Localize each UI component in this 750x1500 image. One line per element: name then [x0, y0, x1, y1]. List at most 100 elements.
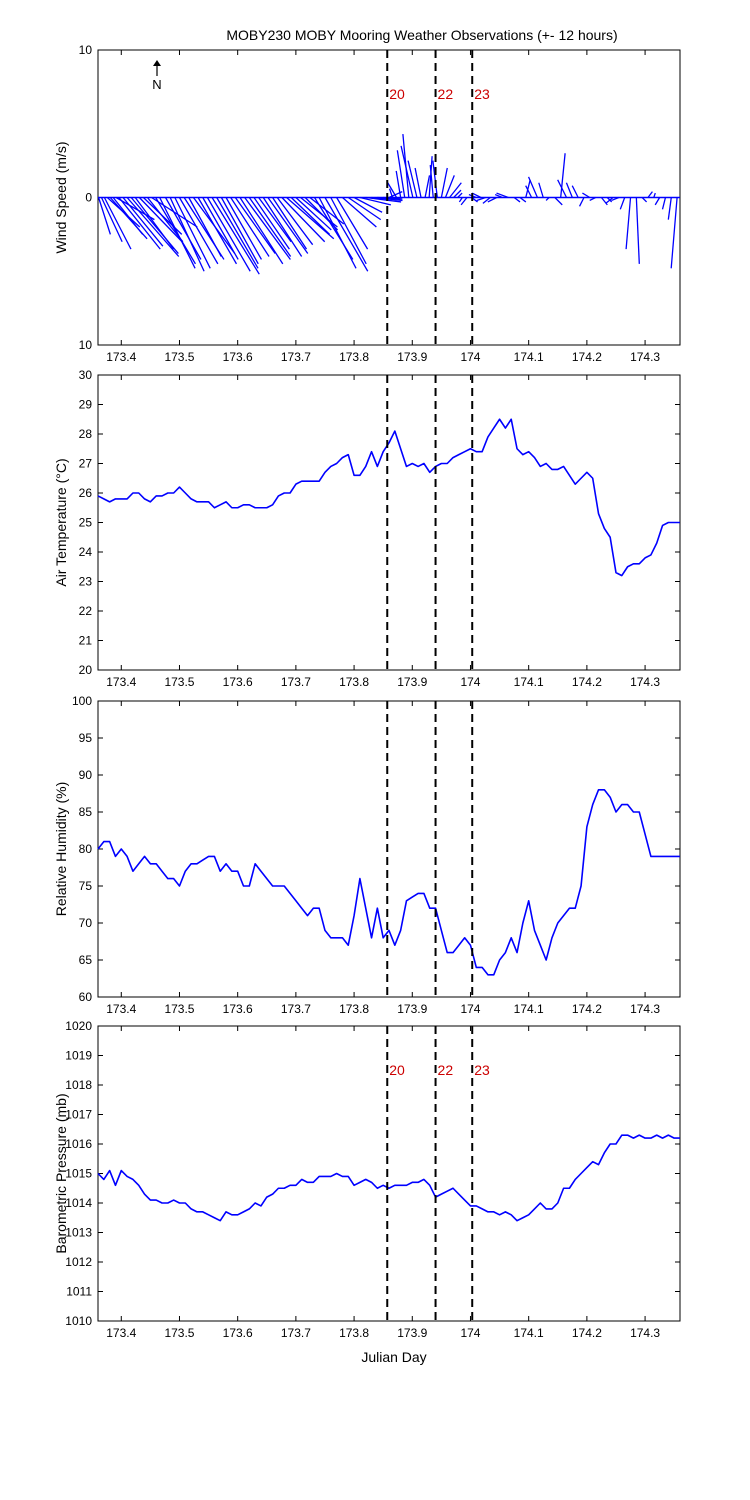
x-tick-label: 174.2: [572, 1326, 602, 1340]
y-tick-label: 1019: [65, 1049, 92, 1063]
wind-vector: [625, 197, 632, 250]
wind-vector: [538, 182, 544, 198]
x-tick-label: 173.8: [339, 350, 369, 364]
x-tick-label: 173.5: [164, 1326, 194, 1340]
x-tick-label: 173.9: [397, 1326, 427, 1340]
wind-vector: [103, 197, 132, 250]
wind-vector: [146, 197, 184, 243]
x-tick-label: 173.7: [281, 1326, 311, 1340]
wind-vector: [519, 196, 527, 203]
y-tick-label: 23: [79, 575, 93, 589]
wind-vector: [342, 197, 377, 228]
y-tick-label: 100: [72, 694, 92, 708]
x-tick-label: 173.8: [339, 675, 369, 689]
wind-vector: [272, 197, 308, 250]
wind-vector: [138, 197, 183, 243]
x-tick-label: 174: [460, 1326, 480, 1340]
x-tick-label: 173.7: [281, 350, 311, 364]
panel-3: 173.4 173.5 173.6 173.7 173.8 173.9 174 174.1 17…: [53, 694, 681, 1016]
wind-vector: [565, 182, 573, 198]
x-tick-label: 173.6: [223, 1326, 253, 1340]
wind-vector: [276, 197, 314, 246]
y-axis-label: Relative Humidity (%): [53, 782, 69, 917]
wind-vector: [400, 145, 414, 198]
y-tick-label: 1010: [65, 1314, 92, 1328]
wind-vector: [444, 175, 455, 198]
north-arrow-icon: [153, 60, 161, 66]
wind-vector: [653, 192, 656, 198]
y-tick-label: 26: [79, 486, 93, 500]
x-tick-label: 174.1: [514, 1002, 544, 1016]
wind-vector: [605, 196, 614, 204]
wind-vector: [396, 150, 406, 198]
wind-vector: [134, 197, 175, 250]
y-tick-label: 30: [79, 368, 93, 382]
wind-vector: [164, 197, 202, 260]
x-tick-label: 173.9: [397, 350, 427, 364]
wind-vector: [635, 197, 640, 264]
wind-vector: [667, 197, 672, 220]
wind-vector: [654, 197, 661, 206]
event-label: 23: [474, 86, 490, 102]
series-line: [97, 788, 680, 976]
y-tick-label: 80: [79, 842, 93, 856]
wind-vector: [353, 196, 383, 213]
wind-vector: [432, 160, 438, 198]
y-tick-label: 10: [79, 338, 93, 352]
wind-vector: [641, 197, 648, 203]
wind-vector: [267, 197, 309, 254]
x-tick-label: 174.3: [630, 1326, 660, 1340]
wind-vector: [295, 197, 332, 231]
x-tick-label: 173.4: [106, 1002, 136, 1016]
y-axis-label: Barometric Pressure (mb): [53, 1093, 69, 1253]
wind-vector: [428, 156, 433, 198]
x-tick-label: 174.3: [630, 675, 660, 689]
wind-vector: [560, 153, 566, 198]
event-label: 22: [438, 86, 454, 102]
x-tick-label: 174.2: [572, 1002, 602, 1016]
wind-vector: [126, 197, 180, 257]
y-tick-label: 0: [85, 191, 92, 205]
panel-1: 173.4 173.5 173.6 173.7 173.8 173.9 174 174.1 17…: [53, 43, 681, 364]
wind-vector: [476, 196, 486, 202]
wind-vector: [395, 170, 402, 198]
series-line: [97, 1134, 680, 1222]
wind-vector: [281, 197, 326, 243]
x-tick-label: 173.5: [164, 350, 194, 364]
y-tick-label: 1015: [65, 1167, 92, 1181]
panel-4: 173.4 173.5 173.6 173.7 173.8 173.9 174 174.1 17…: [53, 1019, 681, 1340]
wind-vector: [304, 197, 339, 231]
event-label: 20: [389, 86, 405, 102]
wind-vector: [169, 197, 205, 272]
y-axis-label: Wind Speed (m/s): [53, 141, 69, 253]
wind-vector: [496, 192, 509, 199]
x-tick-label: 174.1: [514, 675, 544, 689]
y-tick-label: 85: [79, 805, 93, 819]
wind-vector: [482, 196, 491, 204]
y-tick-label: 1018: [65, 1078, 92, 1092]
wind-vector: [449, 182, 462, 198]
wind-vector: [387, 182, 398, 198]
y-tick-label: 1014: [65, 1196, 92, 1210]
x-tick-label: 173.4: [106, 350, 136, 364]
x-tick-label: 173.8: [339, 1002, 369, 1016]
y-tick-label: 22: [79, 604, 93, 618]
wind-vector: [458, 197, 463, 203]
wind-vector: [230, 197, 270, 257]
wind-vector: [453, 189, 462, 198]
y-tick-label: 1016: [65, 1137, 92, 1151]
north-label: N: [152, 77, 161, 92]
wind-vector: [647, 191, 653, 198]
x-tick-label: 173.4: [106, 1326, 136, 1340]
x-tick-label: 173.5: [164, 1002, 194, 1016]
x-tick-label: 174: [460, 350, 480, 364]
y-tick-label: 1017: [65, 1108, 92, 1122]
x-tick-label: 174.1: [514, 1326, 544, 1340]
wind-vector: [253, 197, 290, 250]
wind-vector: [318, 197, 357, 269]
y-tick-label: 21: [79, 634, 93, 648]
wind-vector: [234, 197, 276, 254]
wind-vector: [159, 197, 196, 269]
wind-vector: [244, 197, 291, 260]
